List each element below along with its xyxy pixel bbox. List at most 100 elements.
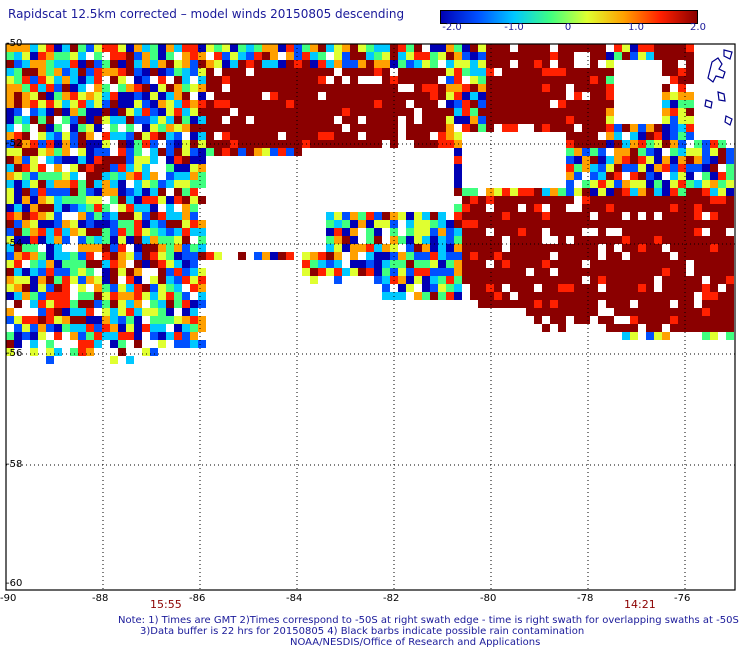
wind-cell (614, 276, 622, 284)
wind-cell (494, 100, 502, 108)
wind-cell (486, 268, 494, 276)
wind-cell (86, 180, 94, 188)
wind-cell (542, 92, 550, 100)
wind-cell (606, 252, 614, 260)
wind-cell (318, 52, 326, 60)
wind-cell (70, 44, 78, 52)
wind-cell (62, 220, 70, 228)
wind-cell (718, 236, 726, 244)
wind-cell (678, 300, 686, 308)
wind-cell (686, 300, 694, 308)
wind-cell (46, 340, 54, 348)
wind-cell (694, 156, 702, 164)
wind-cell (142, 164, 150, 172)
wind-cell (430, 44, 438, 52)
wind-cell (702, 268, 710, 276)
wind-cell (718, 180, 726, 188)
wind-cell (198, 76, 206, 84)
wind-cell (174, 212, 182, 220)
wind-cell (286, 148, 294, 156)
wind-cell (494, 284, 502, 292)
wind-cell (318, 100, 326, 108)
wind-cell (286, 68, 294, 76)
wind-cell (590, 156, 598, 164)
wind-cell (6, 92, 14, 100)
wind-cell (518, 292, 526, 300)
wind-cell (22, 100, 30, 108)
wind-cell (614, 204, 622, 212)
wind-cell (630, 268, 638, 276)
wind-cell (174, 132, 182, 140)
wind-cell (598, 276, 606, 284)
wind-cell (670, 108, 678, 116)
wind-cell (662, 76, 670, 84)
wind-cell (326, 108, 334, 116)
wind-cell (374, 220, 382, 228)
wind-cell (398, 60, 406, 68)
wind-cell (574, 292, 582, 300)
wind-cell (6, 252, 14, 260)
wind-cell (406, 228, 414, 236)
wind-cell (94, 196, 102, 204)
wind-cell (566, 188, 574, 196)
wind-cell (678, 180, 686, 188)
wind-cell (558, 196, 566, 204)
wind-cell (62, 76, 70, 84)
wind-cell (638, 156, 646, 164)
wind-cell (486, 276, 494, 284)
wind-cell (614, 44, 622, 52)
wind-cell (654, 132, 662, 140)
wind-cell (22, 124, 30, 132)
wind-cell (702, 244, 710, 252)
wind-cell (574, 172, 582, 180)
wind-cell (598, 100, 606, 108)
wind-cell (30, 108, 38, 116)
wind-cell (158, 252, 166, 260)
wind-cell (574, 92, 582, 100)
wind-cell (502, 260, 510, 268)
wind-cell (54, 52, 62, 60)
wind-cell (14, 252, 22, 260)
wind-cell (46, 108, 54, 116)
wind-cell (470, 220, 478, 228)
wind-cell (150, 332, 158, 340)
wind-cell (598, 220, 606, 228)
wind-cell (574, 212, 582, 220)
wind-cell (702, 284, 710, 292)
wind-cell (350, 244, 358, 252)
wind-cell (654, 156, 662, 164)
wind-cell (526, 44, 534, 52)
wind-cell (70, 308, 78, 316)
wind-cell (150, 292, 158, 300)
wind-cell (622, 196, 630, 204)
wind-cell (718, 204, 726, 212)
wind-cell (478, 260, 486, 268)
wind-cell (646, 44, 654, 52)
wind-cell (462, 100, 470, 108)
wind-cell (118, 180, 126, 188)
wind-cell (470, 196, 478, 204)
wind-cell (14, 276, 22, 284)
wind-cell (350, 108, 358, 116)
wind-cell (358, 124, 366, 132)
wind-cell (382, 68, 390, 76)
wind-cell (702, 196, 710, 204)
wind-cell (446, 92, 454, 100)
wind-cell (206, 60, 214, 68)
wind-cell (582, 220, 590, 228)
wind-cell (470, 188, 478, 196)
wind-cell (174, 60, 182, 68)
wind-cell (126, 116, 134, 124)
wind-cell (566, 268, 574, 276)
wind-cell (446, 260, 454, 268)
wind-cell (286, 252, 294, 260)
wind-cell (62, 92, 70, 100)
x-tick-label: -82 (383, 593, 400, 604)
wind-cell (374, 212, 382, 220)
wind-cell (182, 52, 190, 60)
wind-cell (446, 244, 454, 252)
wind-cell (182, 292, 190, 300)
wind-cell (566, 132, 574, 140)
wind-cell (150, 300, 158, 308)
wind-cell (190, 204, 198, 212)
